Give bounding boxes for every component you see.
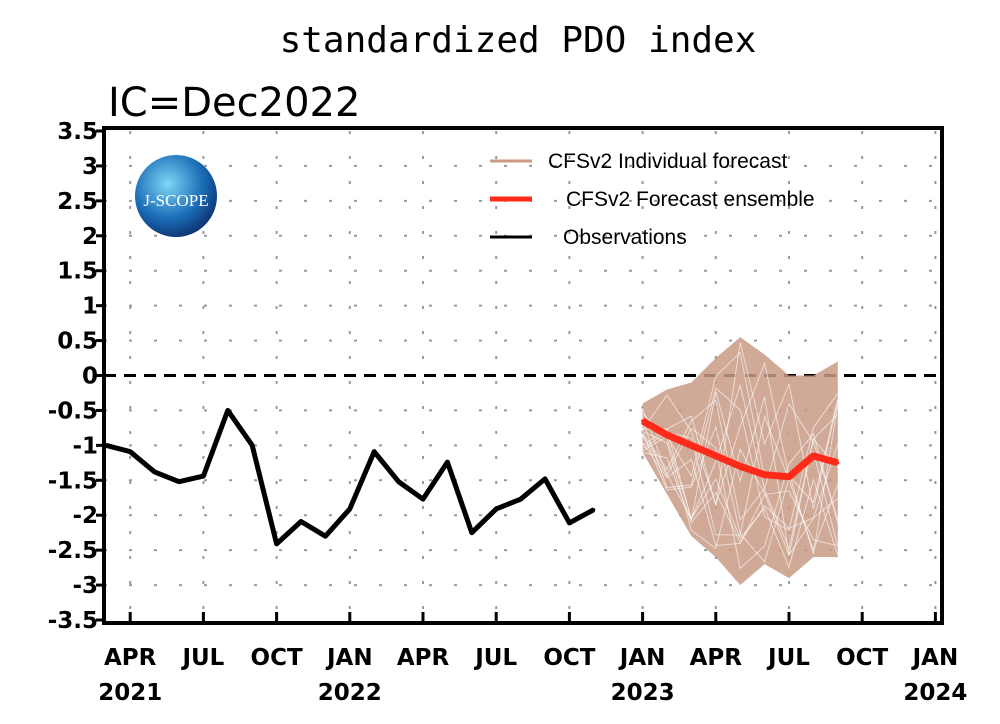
y-tick-label: 2.5	[57, 189, 98, 215]
data-point	[592, 508, 596, 512]
individual-forecast-line	[642, 451, 839, 544]
data-point	[543, 477, 547, 481]
y-tick-label: 2	[82, 224, 98, 250]
data-point	[519, 497, 523, 501]
data-point	[836, 461, 840, 465]
y-tick-label: -0.5	[48, 398, 98, 424]
individual-forecast-line	[642, 407, 839, 570]
x-tick-month: OCT	[251, 645, 303, 671]
y-tick-label: -3	[72, 573, 98, 599]
series-layer	[104, 337, 840, 586]
individual-forecast-line	[642, 351, 839, 555]
data-point	[714, 454, 718, 458]
legend-label: CFSv2 Forecast ensemble	[566, 188, 815, 211]
x-tick-month: APR	[690, 645, 743, 671]
data-point	[299, 520, 303, 524]
y-tick-label: 0.5	[57, 329, 98, 355]
data-point	[689, 443, 693, 447]
jscope-logo: J-SCOPE	[135, 155, 217, 237]
legend: CFSv2 Individual forecast CFSv2 Forecast …	[490, 150, 815, 249]
data-point	[494, 507, 498, 511]
y-tick-label: 3	[82, 154, 98, 180]
x-ticks: APR 2021 JUL OCT JAN 2022 APR JUL OCT JAN 2023 APR J…	[98, 612, 967, 706]
x-tick-month: APR	[104, 645, 157, 671]
data-point	[665, 433, 669, 437]
x-tick-month: JAN	[325, 645, 373, 671]
y-tick-label: -1.5	[48, 468, 98, 494]
data-point	[470, 531, 474, 535]
data-point	[763, 473, 767, 477]
y-tick-label: 0	[82, 364, 98, 390]
chart-title: standardized PDO index	[280, 20, 757, 61]
observations-line	[105, 407, 595, 547]
x-tick-month: JUL	[766, 645, 810, 671]
x-tick-month: JAN	[911, 645, 959, 671]
chart-subtitle: IC=Dec2022	[108, 80, 360, 126]
x-tick-month: JAN	[618, 645, 666, 671]
individual-forecast-line	[642, 342, 839, 510]
y-tick-label: -2	[72, 503, 98, 529]
y-tick-label: 1.5	[57, 259, 98, 285]
x-tick-month: OCT	[543, 645, 595, 671]
y-tick-label: -3.5	[48, 608, 98, 634]
y-tick-label: 1	[82, 294, 98, 320]
data-point	[811, 454, 815, 458]
data-point	[250, 443, 254, 447]
legend-label: Observations	[563, 226, 687, 249]
individual-forecast-line	[642, 399, 839, 522]
logo-text: J-SCOPE	[143, 191, 208, 210]
x-tick-month: JUL	[180, 645, 224, 671]
y-tick-label: -1	[72, 433, 98, 459]
data-point	[421, 497, 425, 501]
data-point	[348, 507, 352, 511]
y-tick-label: -2.5	[48, 538, 98, 564]
data-point	[226, 408, 230, 412]
x-tick-year: 2024	[903, 680, 967, 706]
x-tick-year: 2023	[611, 680, 675, 706]
individual-forecast-line	[642, 430, 839, 557]
x-tick-year: 2022	[318, 680, 382, 706]
data-point	[397, 480, 401, 484]
x-tick-month: OCT	[836, 645, 888, 671]
y-ticks: 3.5 3 2.5 2 1.5 1 0.5 0 -0.5 -1 -1.5 -2 -2.5 -3 -3.5	[48, 119, 104, 634]
data-point	[567, 521, 571, 525]
data-point	[128, 450, 132, 454]
data-point	[787, 475, 791, 479]
data-point	[153, 470, 157, 474]
x-tick-year: 2021	[98, 680, 162, 706]
data-point	[372, 450, 376, 454]
data-point	[738, 464, 742, 468]
data-point	[275, 542, 279, 546]
data-point	[445, 460, 449, 464]
data-point	[323, 534, 327, 538]
x-tick-month: APR	[397, 645, 450, 671]
data-point	[641, 419, 645, 423]
legend-label: CFSv2 Individual forecast	[548, 150, 787, 173]
data-point	[177, 480, 181, 484]
individual-forecast-line	[642, 361, 839, 506]
y-tick-label: 3.5	[57, 119, 98, 145]
x-tick-month: JUL	[473, 645, 517, 671]
data-point	[201, 474, 205, 478]
